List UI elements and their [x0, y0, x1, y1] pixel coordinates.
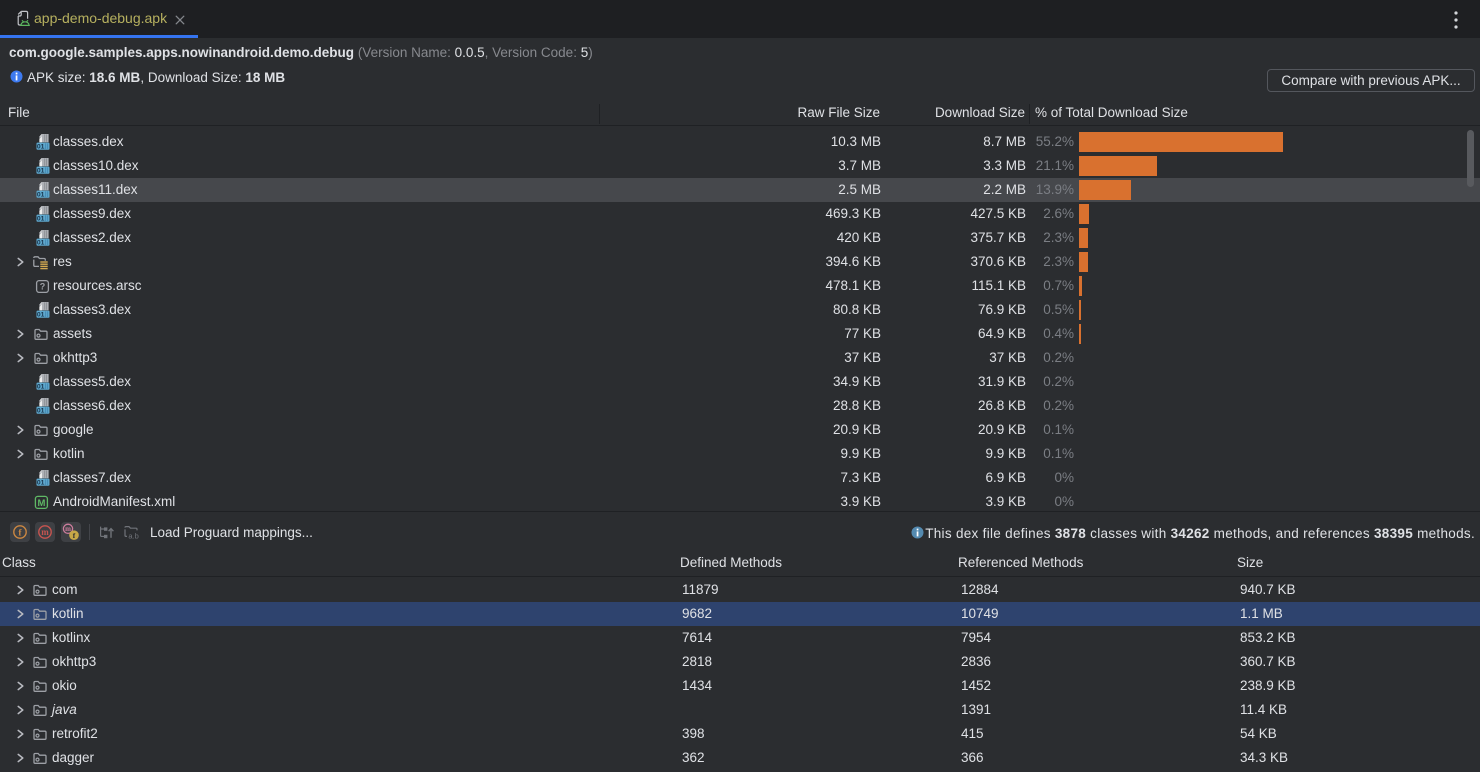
svg-text:m: m — [65, 525, 71, 533]
svg-text:M: M — [38, 498, 46, 509]
svg-text:01: 01 — [37, 407, 45, 414]
svg-text:f: f — [18, 528, 22, 538]
svg-text:01: 01 — [37, 215, 45, 222]
svg-text:01: 01 — [37, 239, 45, 246]
svg-text:01: 01 — [37, 311, 45, 318]
svg-text:m: m — [41, 527, 49, 537]
svg-text:01: 01 — [37, 167, 45, 174]
svg-text:01: 01 — [37, 383, 45, 390]
svg-text:?: ? — [40, 282, 46, 292]
svg-text:01: 01 — [37, 143, 45, 150]
svg-text:f: f — [73, 531, 76, 540]
svg-text:a.b: a.b — [128, 532, 138, 541]
svg-text:01: 01 — [37, 191, 45, 198]
svg-text:01: 01 — [37, 479, 45, 486]
